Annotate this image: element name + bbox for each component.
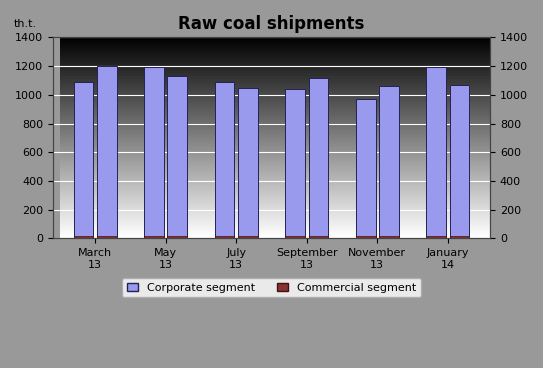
Bar — [238, 88, 258, 238]
Bar — [214, 82, 235, 238]
Bar — [356, 99, 376, 238]
Bar — [74, 236, 93, 238]
Bar — [167, 236, 187, 238]
Bar — [97, 236, 117, 238]
Bar — [74, 82, 93, 238]
Bar — [379, 236, 399, 238]
Bar — [379, 86, 399, 238]
Bar — [450, 236, 469, 238]
Bar — [285, 89, 305, 238]
Bar — [144, 67, 164, 238]
Bar — [356, 236, 376, 238]
Bar — [144, 236, 164, 238]
Title: Raw coal shipments: Raw coal shipments — [178, 15, 365, 33]
Legend: Corporate segment, Commercial segment: Corporate segment, Commercial segment — [122, 278, 421, 297]
Bar — [426, 67, 446, 238]
Bar — [450, 85, 469, 238]
Bar — [308, 78, 329, 238]
Bar — [426, 236, 446, 238]
Bar — [238, 236, 258, 238]
Bar — [214, 236, 235, 238]
Text: th.t.: th.t. — [14, 19, 36, 29]
Bar — [167, 76, 187, 238]
Bar — [285, 236, 305, 238]
Bar — [308, 236, 329, 238]
Bar — [97, 66, 117, 238]
